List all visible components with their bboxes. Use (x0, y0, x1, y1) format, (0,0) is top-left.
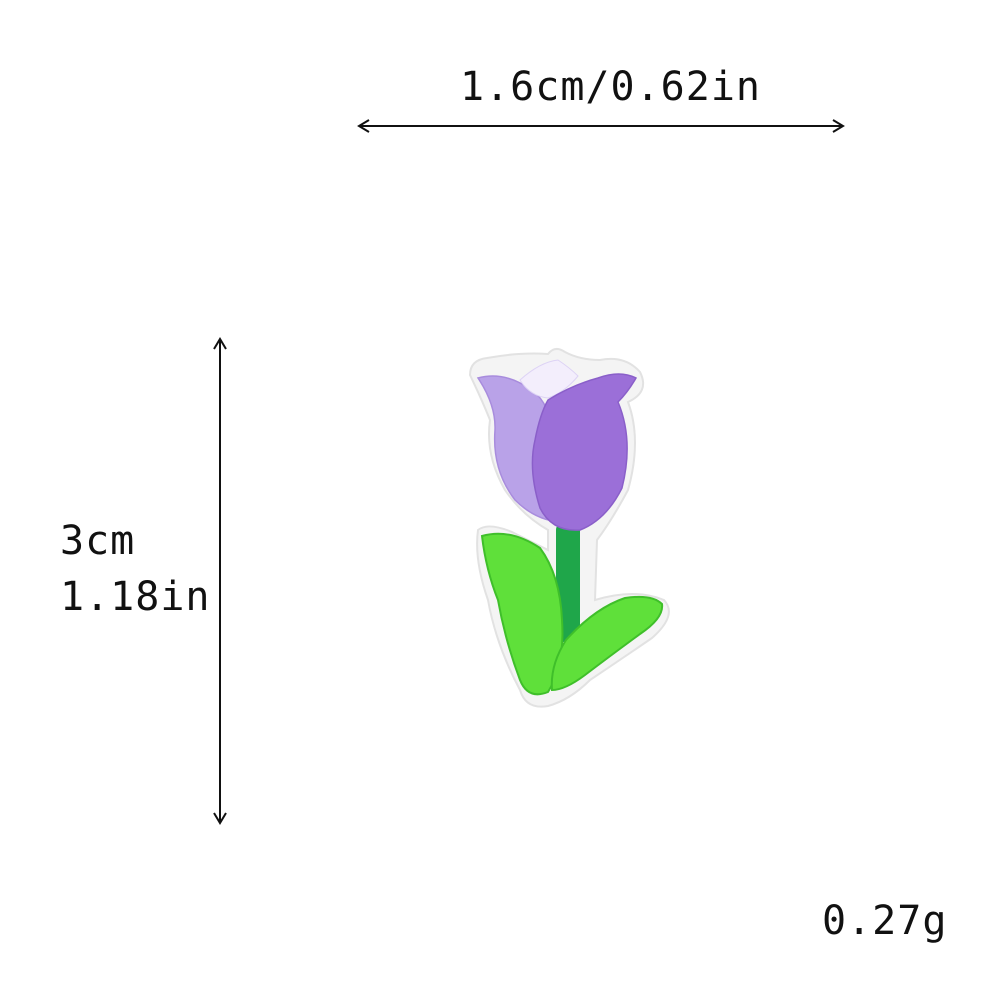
width-measurement-label: 1.6cm/0.62in (460, 64, 761, 110)
height-in-label: 1.18in (60, 574, 211, 620)
height-cm-label: 3cm (60, 518, 135, 564)
tulip-patch-icon (470, 349, 669, 707)
weight-label: 0.27g (822, 898, 947, 944)
